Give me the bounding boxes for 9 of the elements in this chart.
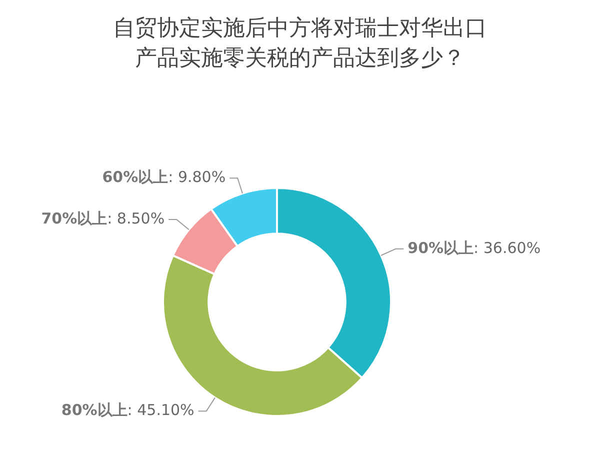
- data-label: : 45.10%: [127, 400, 194, 419]
- data-label: : 36.60%: [474, 238, 541, 257]
- slice-label: 80%以上: [61, 400, 128, 419]
- slice-label: 60%以上: [102, 168, 168, 186]
- slice-label: 70%以上: [41, 209, 108, 228]
- data-label: : 8.50%: [107, 209, 165, 228]
- slice-label: 90%以上: [408, 238, 474, 257]
- chart-title: 自贸协定实施后中方将对瑞士对华出口产品实施零关税的产品达到多少？: [112, 15, 488, 73]
- data-label: : 9.80%: [168, 168, 226, 186]
